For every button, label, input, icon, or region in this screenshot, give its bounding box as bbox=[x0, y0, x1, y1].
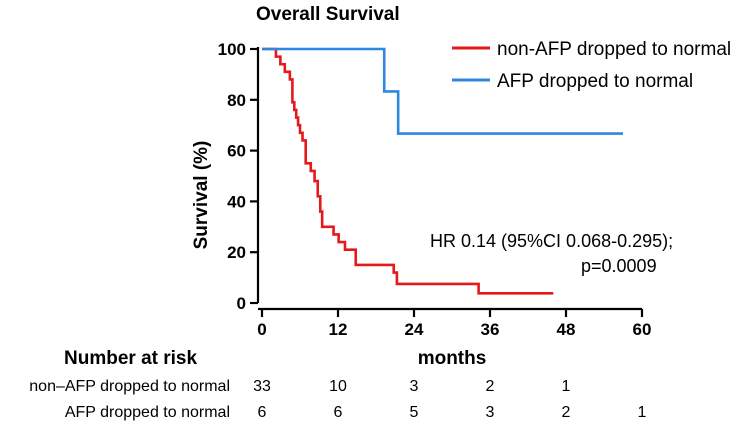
legend-label-afp: AFP dropped to normal bbox=[497, 71, 693, 92]
risk-value: 6 bbox=[258, 404, 267, 421]
risk-row-label-non-afp: non–AFP dropped to normal bbox=[29, 378, 230, 395]
x-tick-label: 48 bbox=[557, 320, 576, 339]
risk-value: 2 bbox=[562, 404, 571, 421]
risk-value: 3 bbox=[410, 378, 419, 395]
y-tick-label: 80 bbox=[227, 91, 246, 110]
y-tick-label: 20 bbox=[227, 243, 246, 262]
risk-table-title: Number at risk bbox=[64, 348, 197, 369]
chart-title: Overall Survival bbox=[256, 4, 400, 25]
survival-curve-afp bbox=[262, 47, 623, 135]
risk-value: 1 bbox=[562, 378, 571, 395]
y-tick-label: 0 bbox=[237, 294, 246, 313]
risk-value: 2 bbox=[486, 378, 495, 395]
risk-value: 10 bbox=[329, 378, 347, 395]
x-tick-label: 0 bbox=[257, 320, 266, 339]
risk-value: 33 bbox=[253, 378, 271, 395]
risk-value: 6 bbox=[334, 404, 343, 421]
risk-value: 5 bbox=[410, 404, 419, 421]
y-tick-label: 100 bbox=[218, 40, 246, 59]
survival-curve-non-afp bbox=[262, 47, 554, 295]
risk-value: 3 bbox=[486, 404, 495, 421]
x-tick-label: 12 bbox=[329, 320, 348, 339]
plot-area: 0 20 40 60 80 100 0 12 24 36 48 60 bbox=[218, 40, 652, 339]
risk-table-values: 33 10 3 2 1 6 6 5 3 2 1 bbox=[253, 378, 646, 421]
y-tick-label: 60 bbox=[227, 142, 246, 161]
hr-annotation: HR 0.14 (95%CI 0.068-0.295); bbox=[430, 231, 673, 251]
p-value-annotation: p=0.0009 bbox=[581, 256, 657, 276]
y-tick-label: 40 bbox=[227, 192, 246, 211]
x-tick-label: 60 bbox=[633, 320, 652, 339]
legend: non-AFP dropped to normal AFP dropped to… bbox=[452, 39, 731, 92]
y-axis-label: Survival (%) bbox=[191, 141, 212, 250]
risk-row-label-afp: AFP dropped to normal bbox=[65, 404, 230, 421]
x-axis-label: months bbox=[418, 348, 487, 369]
risk-value: 1 bbox=[638, 404, 647, 421]
legend-label-non-afp: non-AFP dropped to normal bbox=[497, 39, 731, 60]
x-tick-label: 24 bbox=[405, 320, 424, 339]
x-tick-label: 36 bbox=[481, 320, 500, 339]
